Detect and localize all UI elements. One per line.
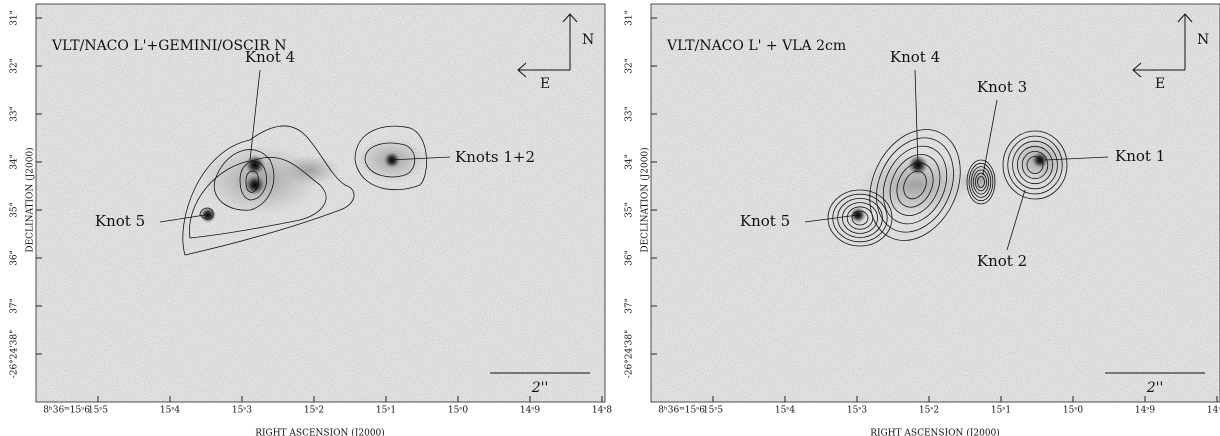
image-noise bbox=[36, 4, 605, 402]
y-tick-label: 32" bbox=[625, 58, 635, 74]
y-tick-label: 36" bbox=[625, 250, 635, 266]
y-tick-label: 33" bbox=[10, 106, 20, 122]
y-tick-label: 31" bbox=[10, 10, 20, 26]
x-tick-label: 14ˢ8 bbox=[592, 406, 612, 416]
x-tick-label: 15ˢ1 bbox=[991, 406, 1011, 416]
x-tick-label: 15ˢ3 bbox=[847, 406, 867, 416]
y-tick-label: 32" bbox=[10, 58, 20, 74]
knot-label: Knot 4 bbox=[890, 48, 940, 66]
x-tick-label: 15ˢ2 bbox=[919, 406, 939, 416]
knot-label: Knot 5 bbox=[95, 212, 145, 230]
x-tick-label: 15ˢ0 bbox=[1063, 406, 1083, 416]
compass-east: E bbox=[1155, 76, 1165, 92]
knot-label: Knot 4 bbox=[245, 48, 295, 66]
x-tick-label: 8ʰ36ᵐ15ˢ6 bbox=[43, 406, 90, 416]
knot-label: Knot 1 bbox=[1115, 147, 1165, 165]
scale-label: 2'' bbox=[1146, 380, 1164, 396]
x-tick-label: 15ˢ5 bbox=[703, 406, 723, 416]
x-tick-label: 15ˢ3 bbox=[232, 406, 252, 416]
knot-label: Knots 1+2 bbox=[455, 148, 535, 166]
y-tick-label: 34" bbox=[10, 154, 20, 170]
compass-north: N bbox=[582, 32, 594, 48]
y-tick-label: 34" bbox=[625, 154, 635, 170]
knot-label: Knot 5 bbox=[740, 212, 790, 230]
panel-title: VLT/NACO L' + VLA 2cm bbox=[666, 38, 846, 54]
x-axis-title: RIGHT ASCENSION (J2000) bbox=[255, 428, 385, 436]
x-axis-title: RIGHT ASCENSION (J2000) bbox=[870, 428, 1000, 436]
compass-north: N bbox=[1197, 32, 1209, 48]
y-tick-label: 35" bbox=[625, 202, 635, 218]
x-tick-label: 15ˢ4 bbox=[775, 406, 795, 416]
x-tick-label: 14ˢ8 bbox=[1207, 406, 1220, 416]
y-tick-label: 36" bbox=[10, 250, 20, 266]
y-tick-label: -26°24'38" bbox=[10, 330, 20, 379]
x-tick-label: 8ʰ36ᵐ15ˢ6 bbox=[658, 406, 705, 416]
knot-label: Knot 2 bbox=[977, 252, 1027, 270]
y-tick-label: 35" bbox=[10, 202, 20, 218]
x-tick-label: 15ˢ5 bbox=[88, 406, 108, 416]
knot-label: Knot 3 bbox=[977, 78, 1027, 96]
x-tick-label: 14ˢ9 bbox=[520, 406, 540, 416]
x-tick-label: 15ˢ2 bbox=[304, 406, 324, 416]
source bbox=[245, 175, 265, 195]
y-tick-label: 33" bbox=[625, 106, 635, 122]
x-tick-label: 15ˢ1 bbox=[376, 406, 396, 416]
x-tick-label: 14ˢ9 bbox=[1135, 406, 1155, 416]
y-tick-label: 37" bbox=[625, 298, 635, 314]
compass-east: E bbox=[540, 76, 550, 92]
x-tick-label: 15ˢ0 bbox=[448, 406, 468, 416]
y-axis-title: DECLINATION (J2000) bbox=[25, 147, 36, 252]
x-tick-label: 15ˢ4 bbox=[160, 406, 180, 416]
panel: VLT/NACO L' + VLA 2cm N E 2'' Knot 4 Knot 3 Kn… bbox=[625, 4, 1220, 436]
figure: VLT/NACO L'+GEMINI/OSCIR NNE2''Knot 4Kno… bbox=[0, 0, 1220, 436]
y-axis-title: DECLINATION (J2000) bbox=[640, 147, 651, 252]
scale-label: 2'' bbox=[531, 380, 549, 396]
y-tick-label: -26°24'38" bbox=[625, 330, 635, 379]
y-tick-label: 31" bbox=[625, 10, 635, 26]
y-tick-label: 37" bbox=[10, 298, 20, 314]
